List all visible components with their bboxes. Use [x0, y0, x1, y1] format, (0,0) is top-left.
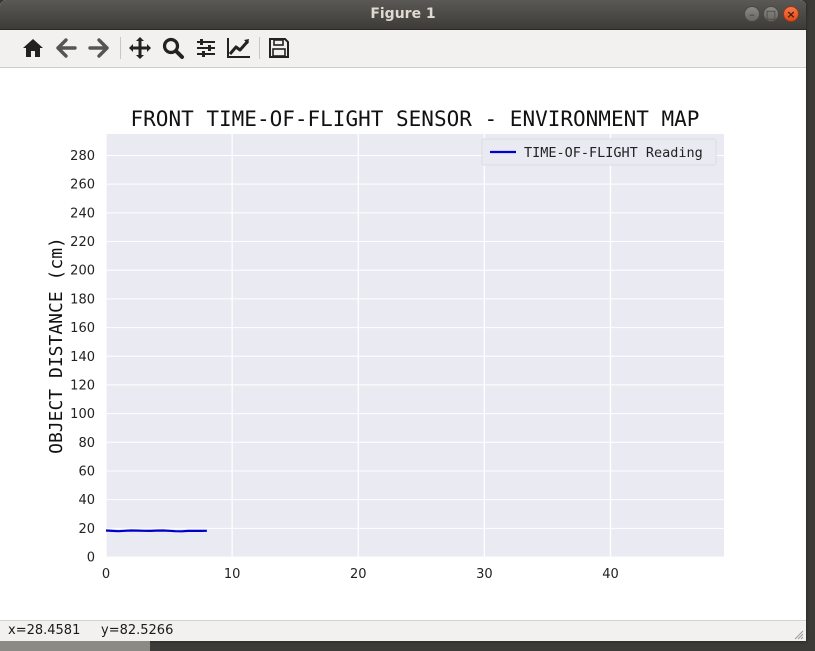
close-icon[interactable]: ×: [783, 6, 799, 22]
chart-title: FRONT TIME-OF-FLIGHT SENSOR - ENVIRONMEN…: [131, 107, 700, 131]
pan-icon[interactable]: [126, 34, 154, 62]
y-tick-label: 140: [70, 350, 95, 365]
y-tick-label: 220: [70, 235, 95, 250]
minimize-icon[interactable]: –: [744, 6, 760, 22]
zoom-icon[interactable]: [159, 34, 187, 62]
plot-background: [106, 134, 724, 557]
y-tick-label: 200: [70, 264, 95, 279]
save-icon[interactable]: [265, 34, 293, 62]
x-tick-label: 40: [602, 567, 619, 582]
window-title: Figure 1: [370, 6, 436, 22]
desktop-background: [0, 641, 150, 651]
y-tick-label: 60: [78, 464, 95, 479]
legend-label: TIME-OF-FLIGHT Reading: [524, 145, 703, 161]
home-icon[interactable]: [19, 34, 47, 62]
x-tick-label: 20: [350, 567, 367, 582]
y-tick-label: 180: [70, 292, 95, 307]
subplots-config-icon[interactable]: [192, 34, 220, 62]
chart-svg[interactable]: FRONT TIME-OF-FLIGHT SENSOR - ENVIRONMEN…: [0, 68, 806, 620]
y-tick-label: 240: [70, 206, 95, 221]
cursor-coordinates: x=28.4581 y=82.5266: [8, 623, 174, 638]
figure-canvas[interactable]: FRONT TIME-OF-FLIGHT SENSOR - ENVIRONMEN…: [0, 68, 806, 620]
y-tick-label: 280: [70, 149, 95, 164]
x-tick-label: 30: [476, 567, 493, 582]
series-line: [105, 529, 207, 533]
y-tick-label: 160: [70, 321, 95, 336]
y-tick-label: 80: [78, 436, 95, 451]
y-axis-label: OBJECT DISTANCE (cm): [46, 237, 67, 454]
figure-window: Figure 1 – □ × FR: [0, 0, 806, 641]
y-tick-label: 40: [78, 493, 95, 508]
maximize-icon[interactable]: □: [763, 6, 779, 22]
title-bar[interactable]: Figure 1 – □ ×: [0, 0, 806, 30]
legend-box: [481, 138, 717, 166]
toolbar: [0, 30, 806, 68]
y-tick-label: 0: [87, 551, 95, 566]
resize-grip-icon[interactable]: [794, 630, 804, 640]
x-tick-label: 10: [224, 567, 241, 582]
y-tick-label: 100: [70, 407, 95, 422]
x-tick-label: 0: [102, 567, 110, 582]
y-tick-label: 260: [70, 178, 95, 193]
status-bar: x=28.4581 y=82.5266: [0, 620, 806, 641]
plot-area: 0 20 40 60 80 100 120 140 160 180 200 220 240 260 280 0…: [70, 134, 724, 582]
y-tick-label: 120: [70, 378, 95, 393]
y-tick-label: 20: [78, 522, 95, 537]
forward-arrow-icon[interactable]: [85, 34, 113, 62]
edit-axis-icon[interactable]: [225, 34, 253, 62]
back-arrow-icon[interactable]: [52, 34, 80, 62]
